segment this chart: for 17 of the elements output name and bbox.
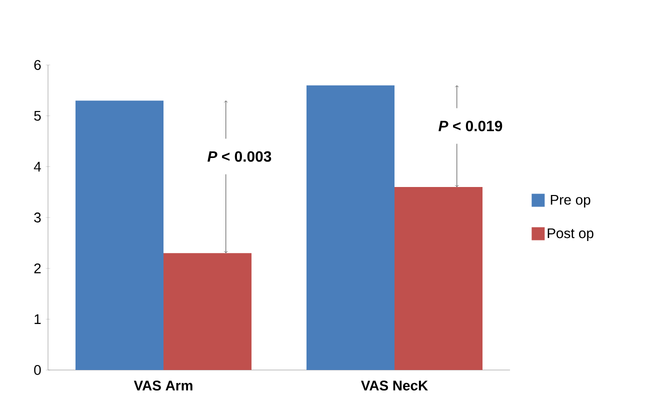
- bar: [394, 186, 483, 370]
- y-tick-label: 0: [34, 365, 41, 375]
- x-tick-label: VAS Arm: [134, 380, 192, 391]
- x-tick-label: VAS NecK: [361, 380, 428, 391]
- y-tick-label: 5: [34, 110, 41, 121]
- bar: [76, 100, 164, 370]
- annotation: P < 0.003: [208, 151, 272, 162]
- bar: [164, 253, 252, 370]
- y-tick-label: 1: [34, 314, 41, 324]
- legend-label: Pre op: [550, 195, 590, 208]
- legend-label: Post op: [548, 228, 594, 241]
- y-tick-label: 3: [34, 212, 41, 222]
- y-tick-label: 4: [34, 162, 41, 172]
- bar: [306, 85, 395, 370]
- annotation: P < 0.019: [438, 120, 502, 132]
- y-tick-label: 6: [34, 60, 41, 70]
- y-tick-label: 2: [34, 263, 41, 274]
